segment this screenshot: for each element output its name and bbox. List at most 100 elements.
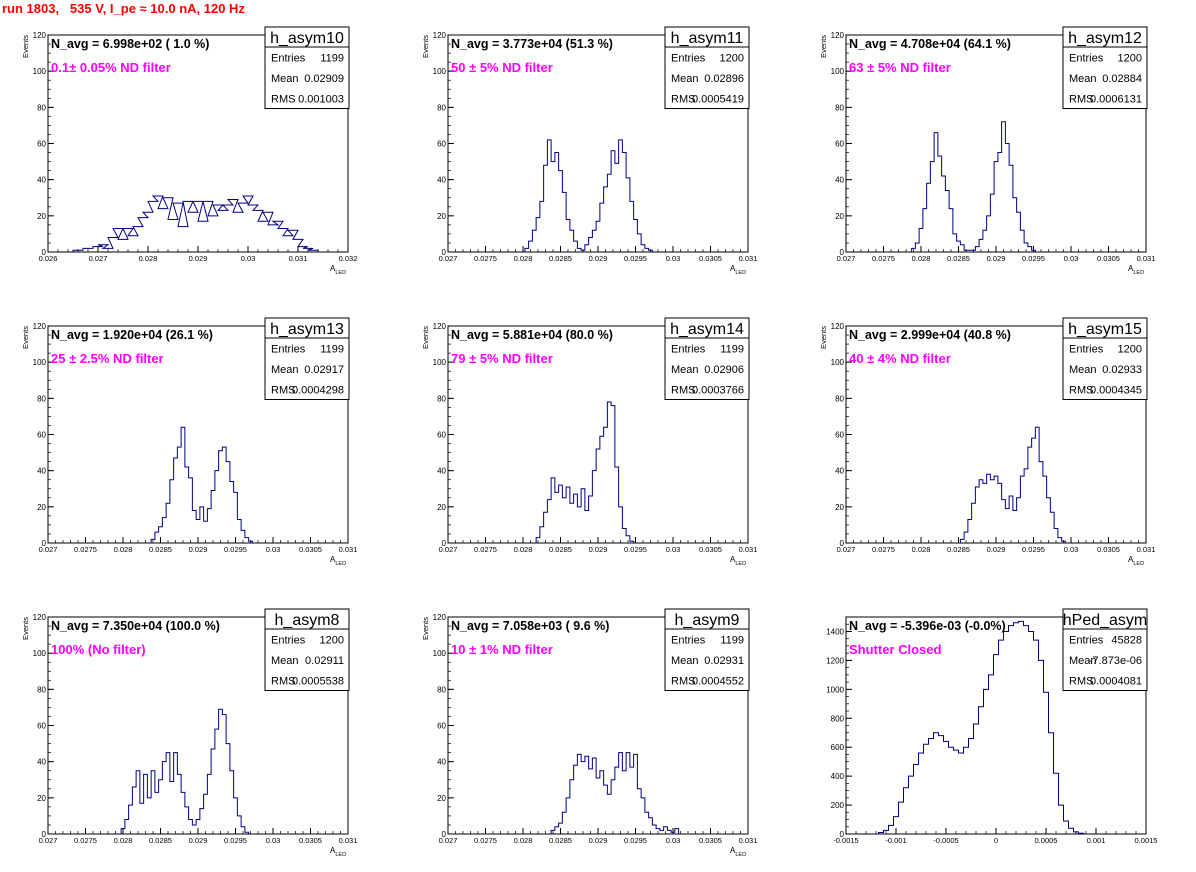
stats-value: 0.0005538 xyxy=(292,676,344,688)
y-axis-title: Events xyxy=(421,326,430,349)
histogram-bin xyxy=(226,744,230,834)
y-tick-label: 100 xyxy=(33,67,47,76)
histogram-bin xyxy=(230,771,234,834)
y-tick-label: 40 xyxy=(437,758,446,767)
stats-key: Mean xyxy=(671,364,699,376)
y-tick-label: 80 xyxy=(835,103,844,112)
x-axis-title: ALED xyxy=(330,846,346,858)
histogram-bin xyxy=(1032,438,1036,543)
histogram-bin xyxy=(273,221,283,252)
histogram-bin xyxy=(994,162,998,252)
stats-value: 0.0004298 xyxy=(292,385,344,397)
histogram-bin xyxy=(607,402,611,543)
histogram-bin xyxy=(984,689,989,834)
x-tick-label: 0.031 xyxy=(1137,254,1156,263)
stats-key: Entries xyxy=(1069,344,1104,356)
stats-key: RMS xyxy=(1069,385,1093,397)
histogram-bin xyxy=(975,247,979,252)
histogram-bin xyxy=(596,778,600,834)
histogram-bin xyxy=(268,225,278,252)
x-tick-label: 0.031 xyxy=(339,836,358,845)
x-tick-label: 0.027 xyxy=(837,254,856,263)
x-tick-label: 0 xyxy=(994,836,998,845)
stats-title: h_asym13 xyxy=(270,321,344,338)
histogram-bin xyxy=(208,216,218,252)
stats-value: 0.02906 xyxy=(704,364,744,376)
histogram-bin xyxy=(1004,631,1009,834)
filter-label: 50 ± 5% ND filter xyxy=(451,60,553,75)
stats-box xyxy=(664,26,750,109)
histogram-bin xyxy=(919,753,924,834)
histogram-bin xyxy=(159,780,163,834)
stats-key: Entries xyxy=(671,635,706,647)
histogram-bin xyxy=(589,496,593,543)
x-tick-label: 0.028 xyxy=(912,254,931,263)
histogram-bin xyxy=(213,205,223,252)
x-tick-label: 0.0285 xyxy=(549,254,572,263)
stats-value: 0.02909 xyxy=(304,73,344,85)
y-tick-label: 20 xyxy=(437,212,446,221)
x-tick-label: 0.0285 xyxy=(149,836,172,845)
histogram-bin xyxy=(544,165,548,252)
x-tick-label: 0.0285 xyxy=(549,836,572,845)
histogram-bin xyxy=(566,487,570,543)
histogram-bin xyxy=(611,406,615,543)
y-tick-label: 0 xyxy=(42,539,47,548)
histogram-bin xyxy=(998,153,1002,252)
x-tick-label: 0.027 xyxy=(39,545,58,554)
y-tick-label: 80 xyxy=(37,394,46,403)
histogram-bin xyxy=(1028,447,1032,543)
histogram-bin xyxy=(596,449,600,543)
histogram-bin xyxy=(258,221,268,252)
histogram-bin xyxy=(1059,805,1064,834)
y-tick-label: 60 xyxy=(835,140,844,149)
x-axis-title: ALED xyxy=(1128,264,1144,276)
navg-label: N_avg = 3.773e+04 (51.3 %) xyxy=(451,37,613,51)
x-axis-title: ALED xyxy=(730,846,746,858)
histogram-bin xyxy=(555,153,559,252)
histogram-bin xyxy=(555,827,559,834)
histogram-bin xyxy=(204,521,208,543)
x-tick-label: 0.0275 xyxy=(474,545,497,554)
histogram-bin xyxy=(979,707,984,834)
x-tick-label: 0.031 xyxy=(1137,545,1156,554)
x-tick-label: 0.029 xyxy=(987,545,1006,554)
stats-box xyxy=(264,608,350,691)
histogram-bin xyxy=(1002,500,1006,543)
y-axis-title: Events xyxy=(421,35,430,58)
stats-box xyxy=(264,26,350,109)
histogram-bin xyxy=(158,209,168,252)
x-tick-label: 0.03 xyxy=(266,545,281,554)
histogram-bin xyxy=(200,507,204,543)
stats-key: Mean xyxy=(271,364,299,376)
histogram-bin xyxy=(151,771,155,834)
stats-key: RMS xyxy=(271,385,295,397)
histogram-bin xyxy=(969,739,974,834)
x-tick-label: 0.0295 xyxy=(1022,254,1045,263)
stats-value: 0.0004345 xyxy=(1090,385,1142,397)
stats-key: Entries xyxy=(1069,53,1104,65)
y-tick-label: 20 xyxy=(835,212,844,221)
x-tick-label: 0.027 xyxy=(439,545,458,554)
x-tick-label: 0.0275 xyxy=(474,836,497,845)
histogram-bin xyxy=(589,769,593,834)
stats-box xyxy=(264,317,350,400)
histogram-bin xyxy=(544,512,548,543)
x-tick-label: -0.001 xyxy=(885,836,906,845)
x-tick-label: 0.0275 xyxy=(74,545,97,554)
histogram-bin xyxy=(547,140,551,252)
stats-value: 1199 xyxy=(320,344,344,356)
histogram-bin xyxy=(1039,660,1044,834)
histogram-bin xyxy=(619,753,623,834)
x-tick-label: 0.031 xyxy=(739,836,758,845)
histogram-bin xyxy=(166,503,170,543)
histogram-bin xyxy=(942,176,946,252)
stats-key: Mean xyxy=(1069,364,1097,376)
histogram-bin xyxy=(645,812,649,834)
y-tick-label: 60 xyxy=(437,431,446,440)
y-tick-label: 120 xyxy=(831,322,845,331)
histogram-bin xyxy=(667,830,671,834)
y-tick-label: 120 xyxy=(33,613,47,622)
x-tick-label: 0.029 xyxy=(589,545,608,554)
x-tick-label: 0.0305 xyxy=(299,836,322,845)
